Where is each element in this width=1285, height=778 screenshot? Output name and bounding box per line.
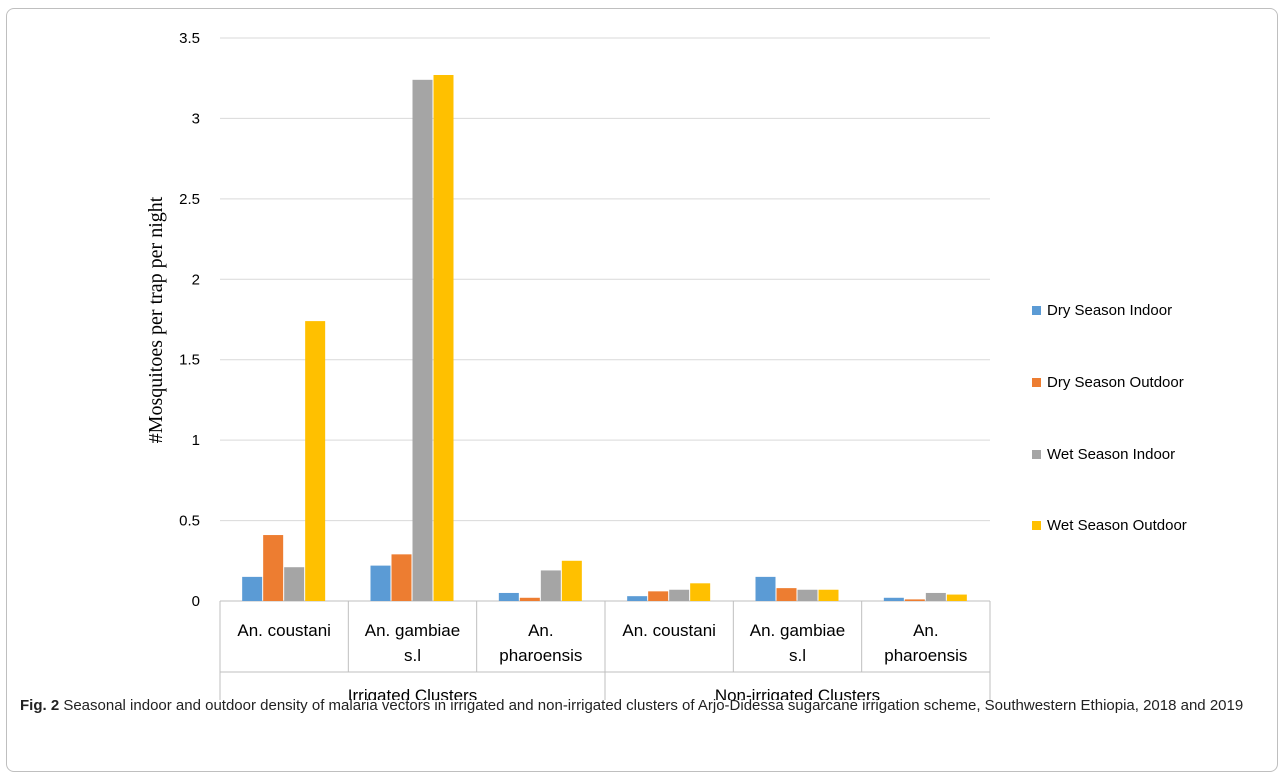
group-label: Irrigated Clusters xyxy=(348,686,477,700)
legend-label: Dry Season Indoor xyxy=(1047,301,1173,319)
bar xyxy=(797,589,818,601)
y-tick-label: 0.5 xyxy=(179,513,200,530)
y-tick-label: 1 xyxy=(192,432,200,449)
legend-swatch xyxy=(1032,377,1041,387)
bar xyxy=(561,560,582,601)
x-tick-label: An. xyxy=(913,621,939,640)
bar xyxy=(818,589,839,601)
bar xyxy=(946,594,967,601)
bar xyxy=(627,596,648,601)
x-tick-label: pharoensis xyxy=(884,646,967,665)
bar xyxy=(370,565,391,601)
bar xyxy=(648,591,669,601)
bar xyxy=(755,576,776,601)
bar xyxy=(242,576,263,601)
bar xyxy=(263,535,284,601)
figure-frame xyxy=(6,8,1278,772)
x-tick-label: An. gambiae xyxy=(365,621,460,640)
bar xyxy=(669,589,690,601)
y-tick-label: 1.5 xyxy=(179,352,200,369)
y-tick-label: 2.5 xyxy=(179,191,200,208)
bar xyxy=(498,592,519,601)
x-tick-label: pharoensis xyxy=(499,646,582,665)
legend-swatch xyxy=(1032,449,1041,459)
bar xyxy=(904,599,925,601)
caption-label: Fig. 2 xyxy=(20,697,60,714)
x-tick-label: s.l xyxy=(789,646,806,665)
bar xyxy=(925,592,946,601)
bar xyxy=(883,597,904,601)
bar xyxy=(412,79,433,601)
legend-swatch xyxy=(1032,520,1041,530)
legend-label: Dry Season Outdoor xyxy=(1047,373,1184,391)
figure-caption: Fig. 2 Seasonal indoor and outdoor densi… xyxy=(20,696,1265,716)
legend-item: Wet Season Outdoor xyxy=(1032,515,1187,535)
x-tick-label: An. gambiae xyxy=(750,621,845,640)
bar-chart: 0 0.5 1 1.5 2 2.5 3 3.5 An. coustani An. gambiae s… xyxy=(145,30,991,700)
legend-item: Dry Season Indoor xyxy=(1032,300,1172,320)
x-tick-label: An. xyxy=(528,621,554,640)
bar xyxy=(433,74,454,602)
bar xyxy=(391,554,412,601)
bar xyxy=(305,321,326,601)
y-axis-title: #Mosquitoes per trap per night xyxy=(145,196,167,443)
legend-item: Dry Season Outdoor xyxy=(1032,372,1184,392)
legend-label: Wet Season Indoor xyxy=(1047,445,1176,463)
y-tick-label: 3 xyxy=(192,110,200,127)
bar xyxy=(540,570,561,601)
y-tick-label: 3.5 xyxy=(179,30,200,47)
y-tick-label: 2 xyxy=(192,271,200,288)
x-tick-label: s.l xyxy=(404,646,421,665)
group-label: Non-irrigated Clusters xyxy=(715,686,880,700)
legend-swatch xyxy=(1032,305,1041,315)
bar xyxy=(519,597,540,601)
caption-text: Seasonal indoor and outdoor density of m… xyxy=(59,697,1244,714)
x-tick-label: An. coustani xyxy=(622,621,716,640)
bar xyxy=(690,583,711,601)
bar xyxy=(284,567,305,601)
legend-item: Wet Season Indoor xyxy=(1032,444,1175,464)
x-tick-label: An. coustani xyxy=(237,621,331,640)
y-tick-label: 0 xyxy=(192,593,200,610)
legend-label: Wet Season Outdoor xyxy=(1047,516,1187,534)
bar xyxy=(776,588,797,601)
